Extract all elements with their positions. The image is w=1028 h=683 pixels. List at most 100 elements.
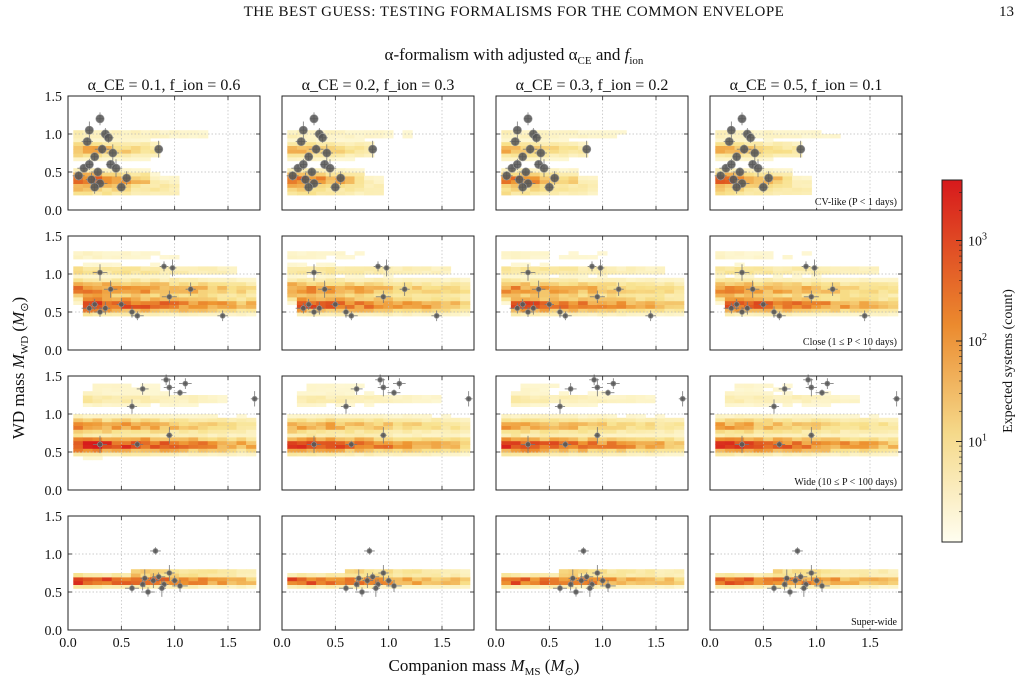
heatmap-cell [111,281,122,286]
column-title-1: α_CE = 0.1, f_ion = 0.6 [88,77,241,94]
heatmap-cell [198,414,209,419]
heatmap-cell [188,281,199,286]
heatmap-cell [296,425,308,430]
heatmap-cell [530,414,541,419]
heatmap-cell [597,569,608,574]
heatmap-cell [306,281,317,286]
heatmap-cell [792,277,803,283]
observed-point [171,575,179,586]
heatmap-cell [734,296,745,302]
heatmap-cell [715,448,726,453]
heatmap-cell [859,433,870,438]
heatmap-cell [763,300,774,305]
heatmap-cell [616,285,627,290]
heatmap-cell [111,395,122,400]
observed-point [500,171,513,181]
heatmap-cell [102,172,113,177]
heatmap-cell [140,270,151,275]
heatmap-cell [287,187,298,192]
heatmap-cell [878,425,889,430]
heatmap-cell [558,391,570,396]
ticks [495,515,688,631]
heatmap-cell [501,289,512,294]
heatmap-cell [431,296,442,302]
panel-r3-c2 [281,374,475,491]
heatmap-cell [578,289,589,294]
heatmap-cell [440,425,452,430]
heatmap-cell [111,137,122,143]
heatmap-cell [73,580,84,585]
heatmap-cell [111,304,122,309]
heatmap-cell [664,452,675,457]
heatmap-cell [753,448,764,453]
x-axis-label: Companion mass MMS (M⊙) [389,656,580,678]
heatmap-cell [392,285,404,290]
heatmap-cell [606,395,618,400]
heatmap-cell [188,266,199,271]
heatmap-cell [626,444,637,449]
heatmap-cell [217,569,228,574]
heatmap-cell [539,414,550,419]
heatmap-cell [878,573,889,578]
heatmap-cell [102,277,113,283]
observed-point [745,132,756,143]
heatmap-cell [373,395,384,400]
heatmap-cell [830,266,841,271]
heatmap-cell [412,395,423,400]
heatmap-cell [744,296,755,302]
observed-point [803,290,819,304]
heatmap-cell [344,429,356,434]
heatmap-cell [772,281,784,286]
heatmap-cell [578,448,589,453]
heatmap-cell [792,436,803,442]
observed-point [355,587,369,597]
panel-frame [281,95,475,211]
observed-point [379,427,387,444]
heatmap-cell [354,266,365,271]
heatmap-cell [130,452,142,457]
heatmap-cell [316,251,327,256]
heatmap-cell [715,444,726,449]
heatmap-cell [888,293,899,298]
heatmap-cell [878,440,889,445]
heatmap-cell [734,141,745,146]
heatmap-cell [92,175,103,181]
heatmap-cell [354,289,365,294]
heatmap-cell [140,425,151,430]
heatmap-cell [840,270,851,275]
heatmap-cell [306,141,317,146]
heatmap-cell [460,433,471,438]
heatmap-cell [130,289,142,294]
heatmap-cell [169,425,180,430]
heatmap-cell [635,421,646,426]
heatmap-cell [246,289,257,294]
heatmap-cell [616,281,627,286]
heatmap-cell [121,402,132,407]
heatmap-cell [316,168,327,173]
heatmap-cell [606,285,618,290]
heatmap-cell [316,452,327,457]
heatmap-cell [82,580,94,585]
heatmap-cell [169,285,180,290]
heatmap-cell [287,156,298,162]
heatmap-cell [82,293,94,298]
heatmap-cell [373,285,384,290]
heatmap-cell [501,448,512,453]
heatmap-cell [325,576,336,582]
heatmap-cell [715,274,726,279]
heatmap-cell [849,300,860,305]
heatmap-cell [734,137,745,143]
heatmap-cell [102,300,113,305]
observed-point [518,298,527,310]
heatmap-cell [226,425,238,430]
heatmap-cell [753,576,764,582]
heatmap-cell [772,580,784,585]
heatmap-cell [450,444,461,449]
heatmap-cell [325,429,336,434]
heatmap-cell [539,145,550,150]
heatmap-cell [724,293,736,298]
heatmap-cell [188,448,199,453]
heatmap-cell [830,569,841,574]
heatmap-cell [674,417,685,423]
heatmap-cell [130,175,142,181]
